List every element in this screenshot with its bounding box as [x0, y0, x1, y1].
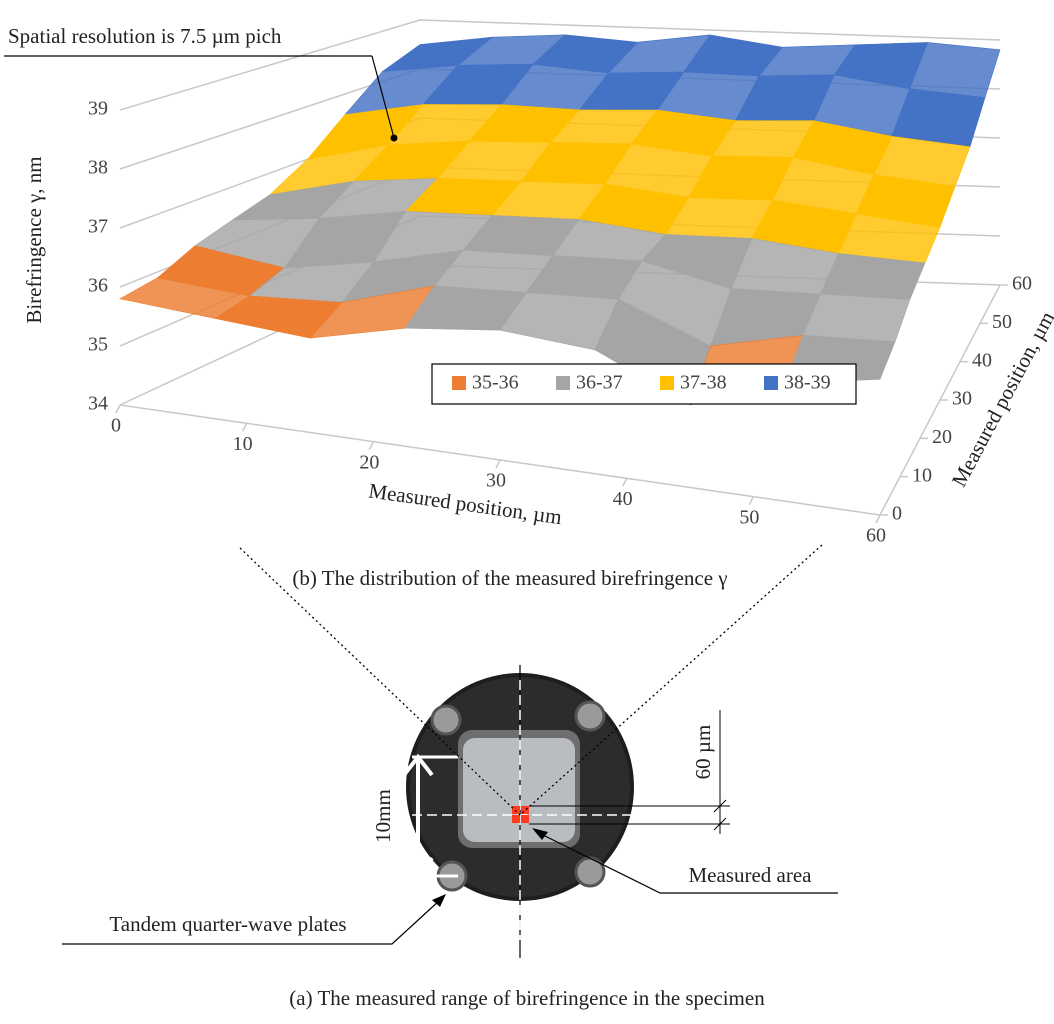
annotation: Spatial resolution is 7.5 µm pich: [8, 24, 282, 48]
annotation-dot: [391, 135, 398, 142]
x-tick-label: 50: [739, 506, 759, 528]
specimen-photo: 10mm 60 µm Measured area Tandem quarter-…: [62, 545, 838, 958]
legend-label: 36-37: [576, 372, 623, 394]
z-tick-label: 35: [88, 334, 108, 356]
x-tick: [116, 405, 120, 413]
surface-patch: [803, 294, 910, 342]
x-tick-label: 10: [233, 433, 253, 455]
y-tick-label: 30: [952, 388, 972, 410]
x-tick: [243, 423, 247, 431]
measured-area: [521, 815, 529, 823]
y-tick-label: 60: [1012, 273, 1032, 295]
x-tick: [749, 497, 753, 505]
screw: [576, 702, 604, 730]
x-tick: [876, 515, 880, 523]
z-tick-label: 36: [88, 275, 108, 297]
screw: [432, 706, 460, 734]
surface-chart: 34353637383901020304050600102030405060Bi…: [22, 20, 1054, 547]
x-tick-label: 60: [866, 525, 886, 547]
legend-swatch: [764, 376, 778, 390]
measured-area: [512, 806, 520, 814]
legend-label: 38-39: [784, 372, 831, 394]
photo-caption: (a) The measured range of birefringence …: [289, 986, 765, 1010]
z-tick-label: 38: [88, 157, 108, 179]
legend-label: 37-38: [680, 372, 727, 394]
figure: 34353637383901020304050600102030405060Bi…: [0, 0, 1054, 1024]
legend-swatch: [452, 376, 466, 390]
z-tick-label: 34: [88, 393, 108, 415]
x-tick: [496, 460, 500, 468]
y-tick-label: 0: [892, 503, 902, 525]
scale-label: 60 µm: [691, 725, 715, 780]
y-tick-label: 20: [932, 426, 952, 448]
x-tick-label: 0: [111, 415, 121, 437]
plate: [463, 738, 575, 842]
x-tick-label: 20: [359, 451, 379, 473]
z-axis-title: Birefringence γ, nm: [22, 156, 46, 323]
dimension-label: 10mm: [371, 789, 395, 843]
legend-swatch: [660, 376, 674, 390]
x-tick-label: 30: [486, 470, 506, 492]
chart-caption: (b) The distribution of the measured bir…: [292, 566, 727, 590]
x-tick: [623, 478, 627, 486]
plates-label: Tandem quarter-wave plates: [109, 912, 346, 936]
y-tick-label: 40: [972, 349, 992, 371]
screw: [576, 858, 604, 886]
measured-area-label: Measured area: [688, 863, 812, 887]
z-tick-label: 37: [88, 216, 108, 238]
legend-label: 35-36: [472, 372, 519, 394]
measured-area: [512, 815, 520, 823]
z-tick-label: 39: [88, 98, 108, 120]
x-tick: [369, 442, 373, 450]
x-axis-title: Measured position, µm: [367, 478, 563, 529]
legend-swatch: [556, 376, 570, 390]
x-tick-label: 40: [613, 488, 633, 510]
y-tick-label: 50: [992, 311, 1012, 333]
y-tick-label: 10: [912, 464, 932, 486]
